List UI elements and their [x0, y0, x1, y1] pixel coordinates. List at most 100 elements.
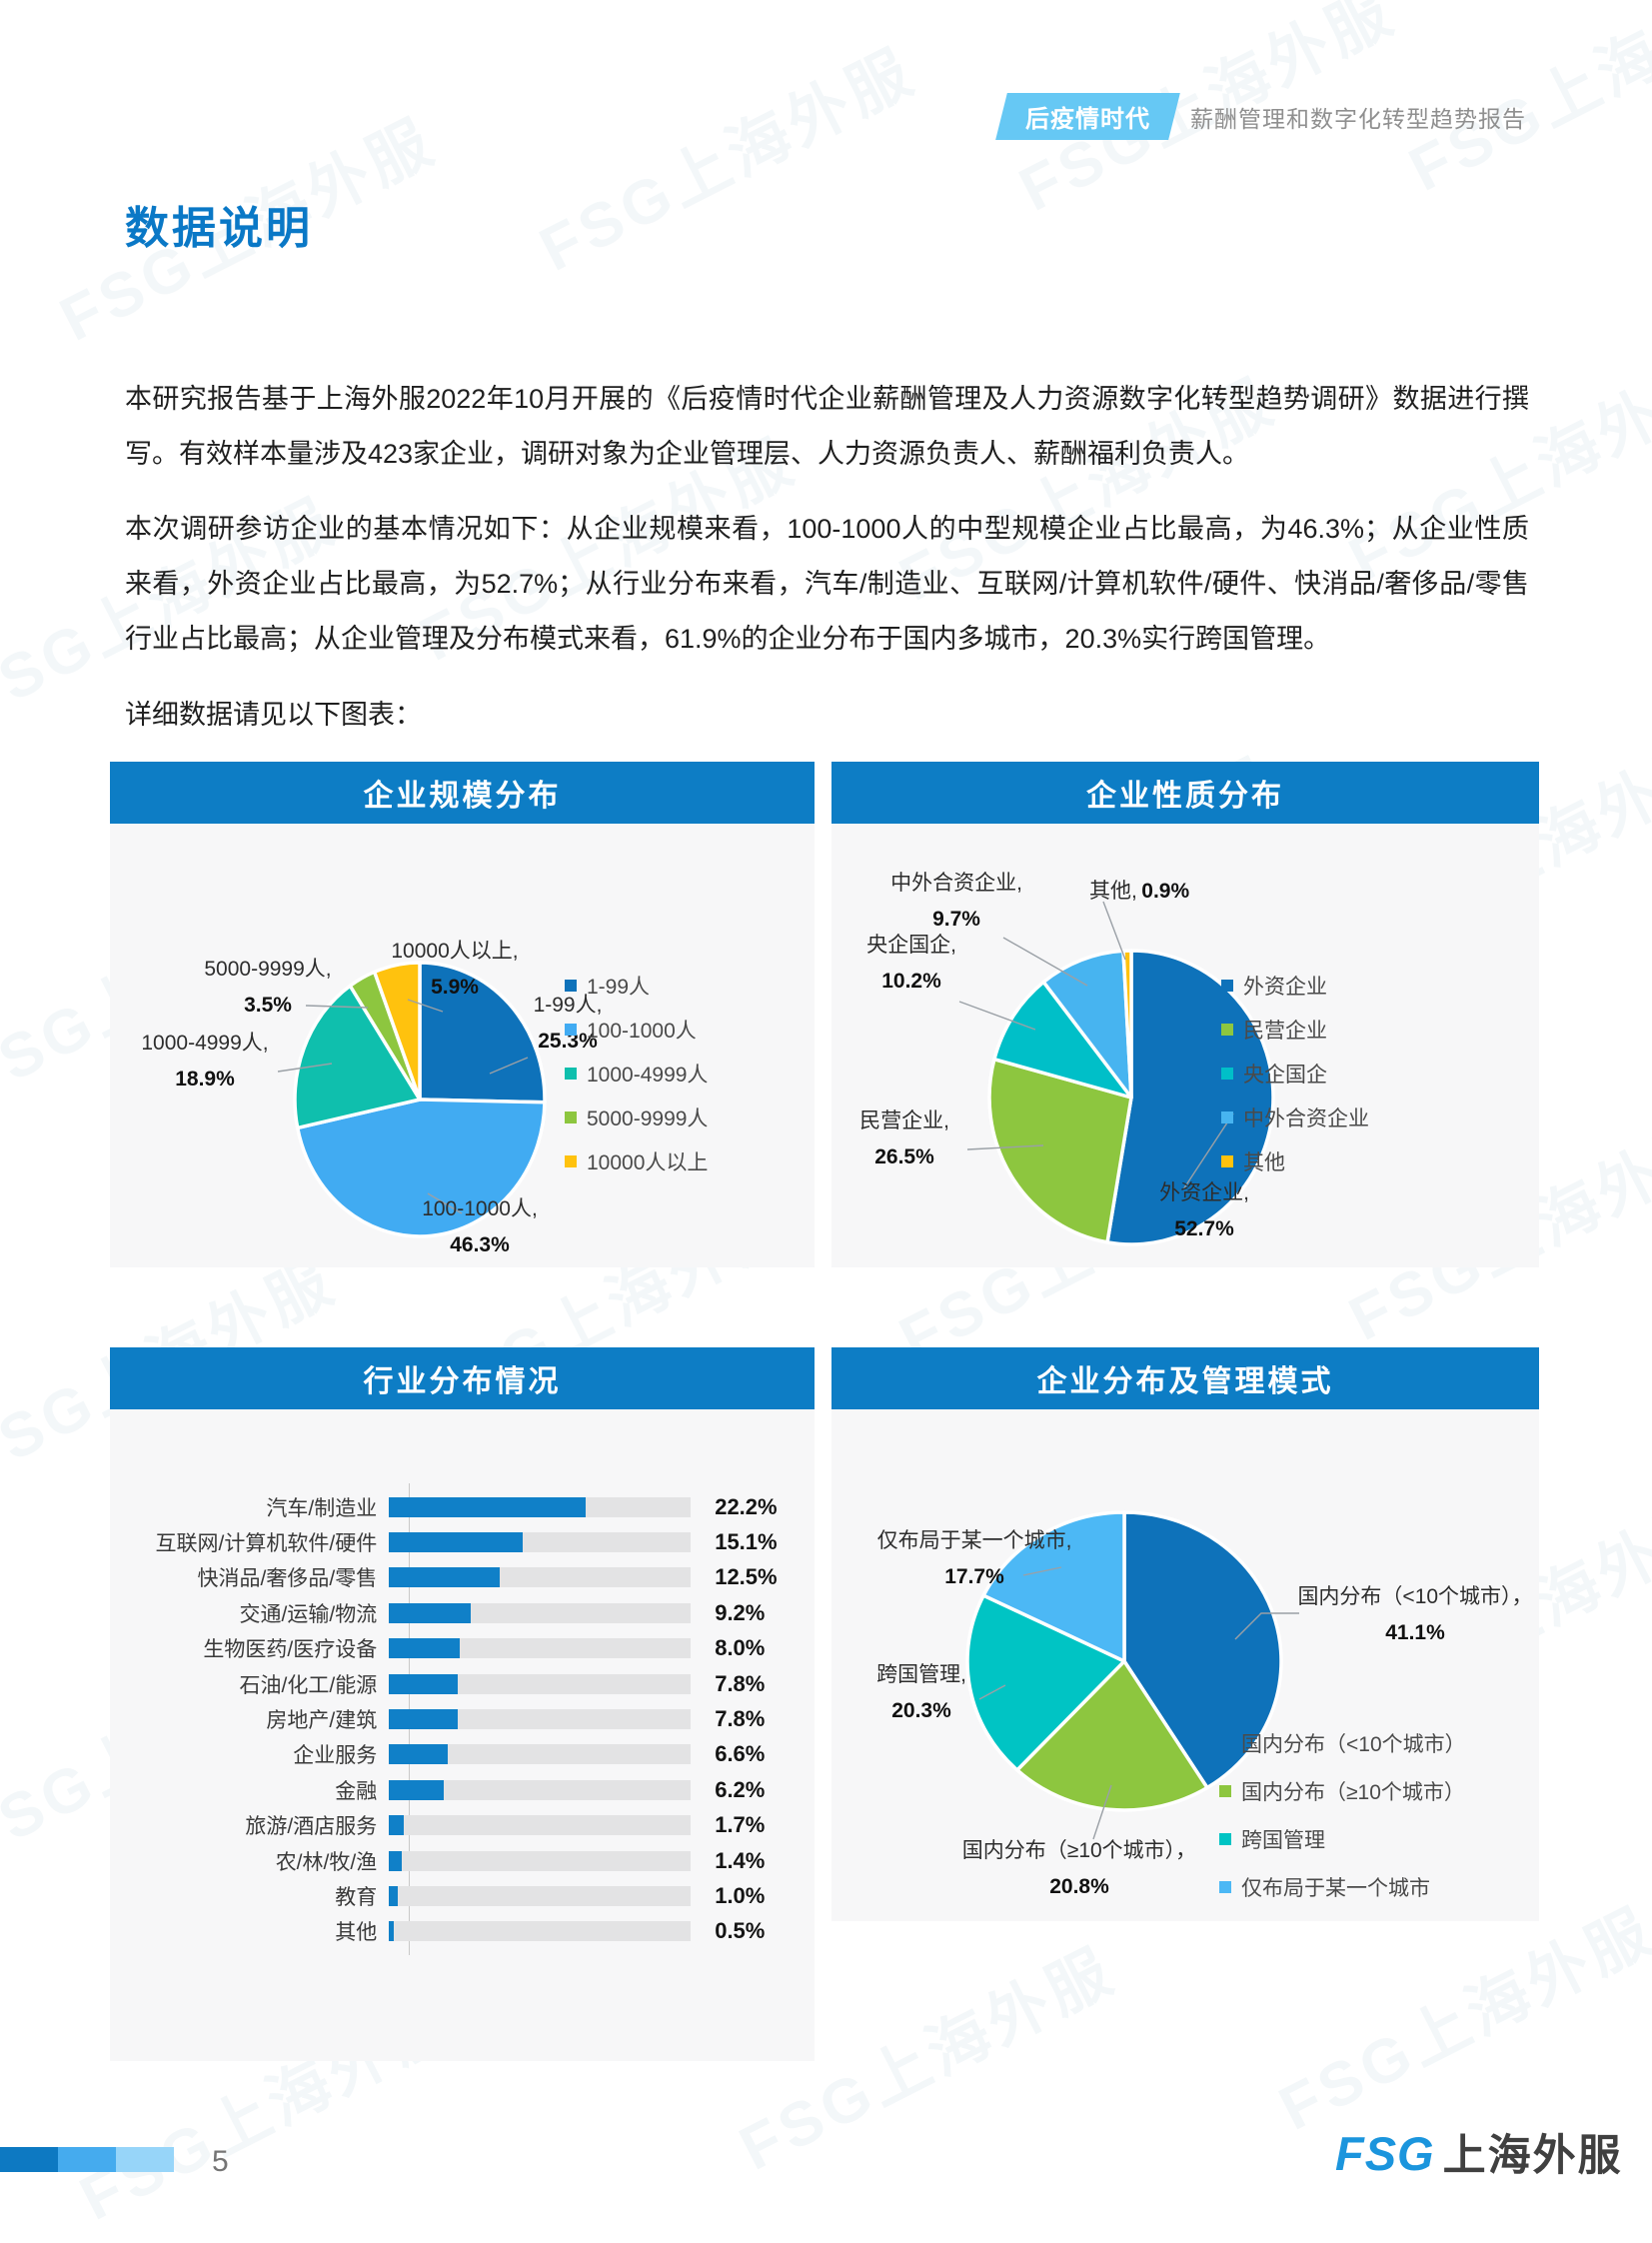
- legend-label: 国内分布（≥10个城市）: [1241, 1781, 1465, 1804]
- bar-value: 7.8%: [715, 1706, 766, 1732]
- bar-track: [389, 1744, 692, 1765]
- pie-callout: 1-99人, 25.3%: [473, 988, 663, 1060]
- footer-block-mid: [58, 2147, 116, 2172]
- bar-fill: [389, 1602, 471, 1623]
- charts-intro-line: 详细数据请见以下图表：: [125, 700, 422, 730]
- pie-slice: [987, 1057, 1133, 1244]
- report-title: 薪酬管理和数字化转型趋势报告: [1190, 105, 1526, 132]
- chart-panel-title: 企业性质分布: [831, 762, 1539, 824]
- legend-item: 国内分布（≥10个城市）: [1219, 1767, 1466, 1815]
- pie-callout: 其他, 0.9%: [1089, 874, 1309, 912]
- logo-cn-text: 上海外服: [1442, 2132, 1623, 2180]
- bar-label: 互联网/计算机软件/硬件: [155, 1532, 378, 1556]
- callout-value: 5.9%: [431, 976, 479, 999]
- legend-swatch: [1219, 1737, 1231, 1749]
- pie-callout: 5000-9999人, 3.5%: [173, 952, 363, 1024]
- bar-track: [389, 1673, 692, 1694]
- legend-swatch: [1219, 1881, 1231, 1893]
- bar-track: [389, 1532, 692, 1553]
- pie-slice: [981, 1510, 1126, 1663]
- legend-label: 国内分布（<10个城市）: [1241, 1733, 1466, 1756]
- bar-track: [389, 1496, 692, 1517]
- pie-legend: 国内分布（<10个城市） 国内分布（≥10个城市） 跨国管理仅布局于某一个城市: [1219, 1719, 1466, 1911]
- pie-callout: 仅布局于某一个城市, 17.7%: [854, 1523, 1094, 1595]
- callout-name: 跨国管理,: [876, 1663, 966, 1686]
- legend-swatch: [1219, 1785, 1231, 1797]
- legend-label: 外资企业: [1243, 976, 1327, 999]
- pie-callout: 民营企业, 26.5%: [820, 1104, 989, 1175]
- bar-row: 生物医药/医疗设备 8.0%: [138, 1631, 798, 1666]
- bar-row: 石油/化工/能源 7.8%: [138, 1666, 798, 1701]
- callout-value: 25.3%: [538, 1030, 598, 1053]
- bar-label: 交通/运输/物流: [239, 1602, 378, 1626]
- bar-row: 农/林/牧/渔 1.4%: [138, 1843, 798, 1878]
- legend-label: 1000-4999人: [587, 1064, 709, 1087]
- bar-fill: [389, 1815, 405, 1836]
- bar-track: [389, 1567, 692, 1588]
- footer-block-dark: [0, 2147, 58, 2172]
- bar-label: 企业服务: [293, 1744, 378, 1768]
- era-badge-label: 后疫情时代: [1025, 106, 1150, 133]
- bar-value: 0.5%: [715, 1918, 766, 1944]
- bar-value: 22.2%: [715, 1493, 778, 1519]
- bar-chart-industry: 汽车/制造业 22.2% 互联网/计算机软件/硬件 15.1% 快消品/奢侈品/零售 12…: [138, 1489, 798, 1949]
- bar-label: 教育: [335, 1885, 378, 1909]
- callout-name: 10000人以上,: [391, 940, 519, 963]
- paragraph-survey-overview: 本次调研参访企业的基本情况如下：从企业规模来看，100-1000人的中型规模企业…: [125, 514, 1529, 654]
- bar-track: [389, 1638, 692, 1659]
- bar-value: 12.5%: [715, 1564, 778, 1590]
- chart-panel-title: 企业规模分布: [110, 762, 815, 824]
- legend-item: 10000人以上: [565, 1139, 708, 1183]
- bar-fill: [389, 1638, 461, 1659]
- pie-callout: 国内分布（≥10个城市）， 20.8%: [934, 1833, 1224, 1905]
- legend-item: 央企国企: [1221, 1052, 1369, 1096]
- bar-track: [389, 1850, 692, 1871]
- pie-callout: 跨国管理, 20.3%: [826, 1657, 1016, 1729]
- callout-value: 18.9%: [175, 1068, 235, 1091]
- legend-item: 5000-9999人: [565, 1096, 708, 1139]
- callout-value: 20.3%: [891, 1699, 951, 1722]
- bar-label: 快消品/奢侈品/零售: [197, 1567, 378, 1591]
- legend-label: 跨国管理: [1241, 1829, 1325, 1852]
- bar-value: 1.0%: [715, 1882, 766, 1908]
- legend-swatch: [1221, 1024, 1233, 1036]
- bar-label: 金融: [335, 1779, 378, 1803]
- bar-row: 快消品/奢侈品/零售 12.5%: [138, 1560, 798, 1595]
- bar-row: 房地产/建筑 7.8%: [138, 1701, 798, 1736]
- legend-label: 10000人以上: [587, 1151, 709, 1174]
- legend-swatch: [565, 1024, 577, 1036]
- pie-callout: 10000人以上, 5.9%: [360, 934, 550, 1006]
- bar-value: 6.2%: [715, 1776, 766, 1802]
- legend-swatch: [565, 980, 577, 992]
- bar-row: 企业服务 6.6%: [138, 1737, 798, 1772]
- callout-name: 国内分布（≥10个城市），: [961, 1839, 1197, 1862]
- legend-swatch: [565, 1068, 577, 1080]
- bar-value: 6.6%: [715, 1741, 766, 1767]
- legend-item: 仅布局于某一个城市: [1219, 1863, 1466, 1911]
- callout-name: 1000-4999人,: [141, 1032, 269, 1055]
- footer-logo: FSG 上海外服: [1335, 2121, 1623, 2183]
- bar-label: 农/林/牧/渔: [275, 1850, 378, 1874]
- bar-fill: [389, 1850, 402, 1871]
- callout-value: 3.5%: [244, 994, 292, 1017]
- page-header: 后疫情时代 薪酬管理和数字化转型趋势报告: [995, 93, 1526, 140]
- bar-track: [389, 1709, 692, 1730]
- legend-swatch: [1219, 1833, 1231, 1845]
- bar-row: 教育 1.0%: [138, 1878, 798, 1913]
- pie-slice: [372, 961, 422, 1102]
- bar-row: 汽车/制造业 22.2%: [138, 1489, 798, 1524]
- legend-label: 仅布局于某一个城市: [1241, 1877, 1430, 1900]
- bar-track: [389, 1885, 692, 1906]
- bar-label: 房地产/建筑: [266, 1709, 378, 1733]
- legend-swatch: [1221, 980, 1233, 992]
- legend-swatch: [565, 1112, 577, 1123]
- bar-fill: [389, 1496, 587, 1517]
- bar-fill: [389, 1885, 399, 1906]
- pie-legend: 外资企业 民营企业 央企国企 中外合资企业 其他: [1221, 964, 1369, 1183]
- callout-value: 0.9%: [1141, 880, 1190, 903]
- callout-name: 中外合资企业,: [890, 872, 1022, 895]
- era-badge: 后疫情时代: [995, 93, 1180, 140]
- bar-track: [389, 1921, 692, 1942]
- pie-chart-distribution: [965, 1510, 1283, 1812]
